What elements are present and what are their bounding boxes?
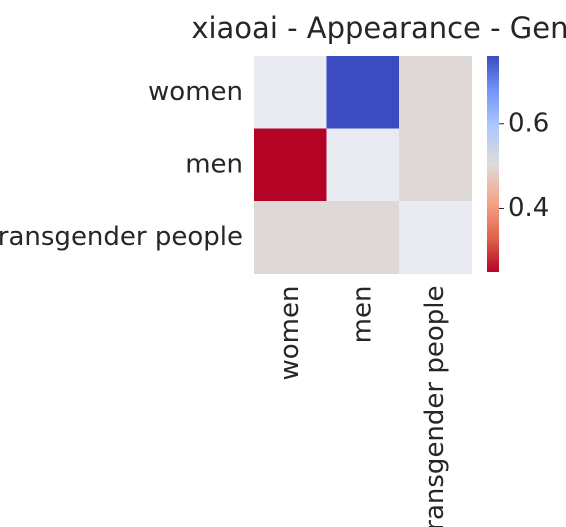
heatmap-cell (399, 128, 472, 202)
colorbar (487, 56, 499, 272)
heatmap-cell-masked (399, 201, 472, 274)
heatmap-cell (254, 201, 327, 274)
heatmap-cell-masked (326, 128, 400, 202)
column-label: women (275, 286, 305, 381)
column-label: transgender people (420, 286, 450, 527)
column-labels: women men transgender people (275, 286, 450, 527)
heatmap-cell (326, 56, 400, 129)
heatmap-cells (254, 56, 472, 274)
heatmap-cell (326, 201, 400, 274)
row-label: women (148, 77, 243, 107)
row-labels: women men transgender people (0, 77, 243, 252)
colorbar-tick-label: 0.4 (508, 193, 549, 223)
colorbar-ticks: 0.4 0.6 (499, 108, 549, 223)
row-label: men (185, 149, 243, 179)
colorbar-tick-label: 0.6 (508, 108, 549, 138)
heatmap-cell (399, 56, 472, 129)
chart-title: xiaoai - Appearance - Gender (191, 11, 566, 45)
heatmap-cell (254, 128, 327, 202)
column-label: men (347, 286, 377, 344)
heatmap-cell-masked (254, 56, 327, 129)
row-label: transgender people (0, 222, 243, 252)
